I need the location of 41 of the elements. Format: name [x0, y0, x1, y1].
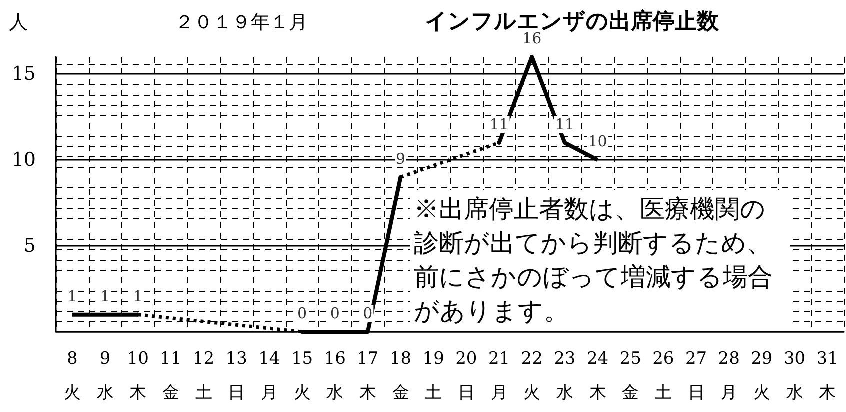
- y-tick-label: 5: [24, 235, 36, 258]
- x-tick-label: 17 木: [357, 349, 379, 403]
- annotation: ※出席停止者数は、医療機関の診断が出てから判断するため、前にさかのぼって増減する場合があります。: [414, 194, 773, 326]
- x-tick-label: 24 木: [586, 349, 609, 403]
- data-label: 9: [396, 150, 406, 168]
- x-tick-label: 9 水: [96, 349, 114, 403]
- data-label: 1: [133, 287, 143, 306]
- y-tick-label: 10: [12, 149, 36, 172]
- x-tick-label: 29 火: [751, 349, 773, 403]
- x-tick-label: 25 金: [620, 349, 642, 403]
- x-tick-label: 13 日: [226, 349, 248, 403]
- x-tick-label: 28 月: [718, 349, 740, 403]
- x-tick-label: 15 火: [291, 349, 314, 403]
- x-tick-label: 19 土: [422, 349, 444, 403]
- data-label: 0: [297, 304, 308, 322]
- x-tick-label: 16 水: [324, 349, 346, 403]
- data-label: 1: [100, 287, 110, 306]
- data-label: 16: [522, 30, 542, 48]
- x-tick-label: 27 日: [685, 349, 708, 403]
- x-tick-label: 12 土: [192, 349, 215, 403]
- data-label: 10: [588, 132, 608, 151]
- data-label: 11: [490, 115, 509, 134]
- data-label: 0: [363, 304, 373, 322]
- x-tick-label: 22 火: [521, 349, 543, 403]
- data-label: 1: [68, 287, 78, 306]
- y-tick-label: 15: [12, 63, 36, 86]
- x-tick-label: 10 木: [127, 349, 149, 403]
- x-tick-label: 8 火: [64, 349, 81, 403]
- chart-subtitle: ２０１９年１月: [175, 12, 308, 34]
- x-tick-label: 30 水: [784, 349, 806, 403]
- x-tick-label: 14 月: [258, 349, 280, 403]
- x-tick-label: 11 金: [160, 349, 182, 403]
- y-axis-title: 人: [9, 12, 28, 34]
- x-tick-label: 31 木: [816, 349, 838, 403]
- x-tick-label: 21 月: [488, 349, 510, 403]
- x-tick-label: 18 金: [390, 349, 412, 403]
- data-label: 0: [330, 304, 340, 322]
- x-tick-label: 23 水: [554, 349, 576, 403]
- data-label: 11: [555, 115, 574, 134]
- x-tick-label: 20 日: [456, 349, 478, 403]
- x-tick-label: 26 土: [652, 349, 674, 403]
